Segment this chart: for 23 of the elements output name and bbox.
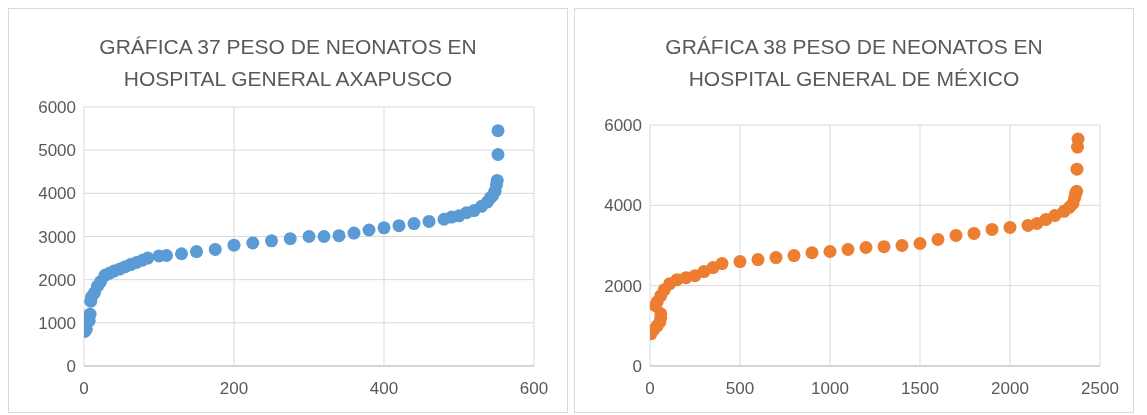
x-tick-label: 600 — [519, 379, 549, 399]
y-tick-label: 4000 — [38, 184, 76, 204]
x-tick-label: 0 — [645, 379, 655, 399]
x-tick-label: 1000 — [811, 379, 849, 399]
x-tick-label: 0 — [79, 379, 89, 399]
x-tick-label: 400 — [369, 379, 399, 399]
chart-title: GRÁFICA 38 PESO DE NEONATOS EN HOSPITAL GENERAL DE MÉXICO — [664, 34, 1044, 92]
x-tick-label: 200 — [219, 379, 249, 399]
y-tick-label: 1000 — [38, 313, 76, 333]
y-tick-label: 2000 — [604, 276, 642, 296]
y-tick-label: 6000 — [604, 116, 642, 136]
y-tick-label: 5000 — [38, 141, 76, 161]
x-tick-label: 500 — [725, 379, 755, 399]
x-tick-label: 1500 — [901, 379, 939, 399]
y-tick-label: 4000 — [604, 196, 642, 216]
chart-title: GRÁFICA 37 PESO DE NEONATOS EN HOSPITAL GENERAL AXAPUSCO — [99, 35, 477, 90]
x-tick-label: 2000 — [991, 379, 1029, 399]
y-tick-label: 6000 — [38, 98, 76, 118]
y-tick-label: 0 — [632, 357, 642, 377]
y-tick-label: 3000 — [38, 227, 76, 247]
x-tick-label: 2500 — [1081, 379, 1119, 399]
y-tick-label: 0 — [66, 357, 76, 377]
y-tick-label: 2000 — [38, 270, 76, 290]
